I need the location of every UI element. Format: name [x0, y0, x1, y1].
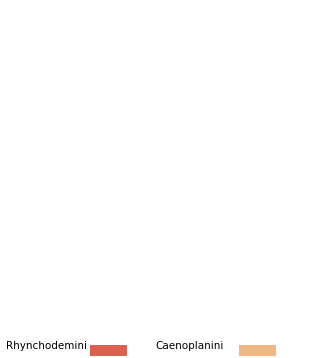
FancyBboxPatch shape [239, 344, 276, 355]
Text: Caenoplanini: Caenoplanini [155, 341, 224, 351]
FancyBboxPatch shape [90, 344, 127, 355]
Text: Rhynchodemini: Rhynchodemini [6, 341, 87, 351]
